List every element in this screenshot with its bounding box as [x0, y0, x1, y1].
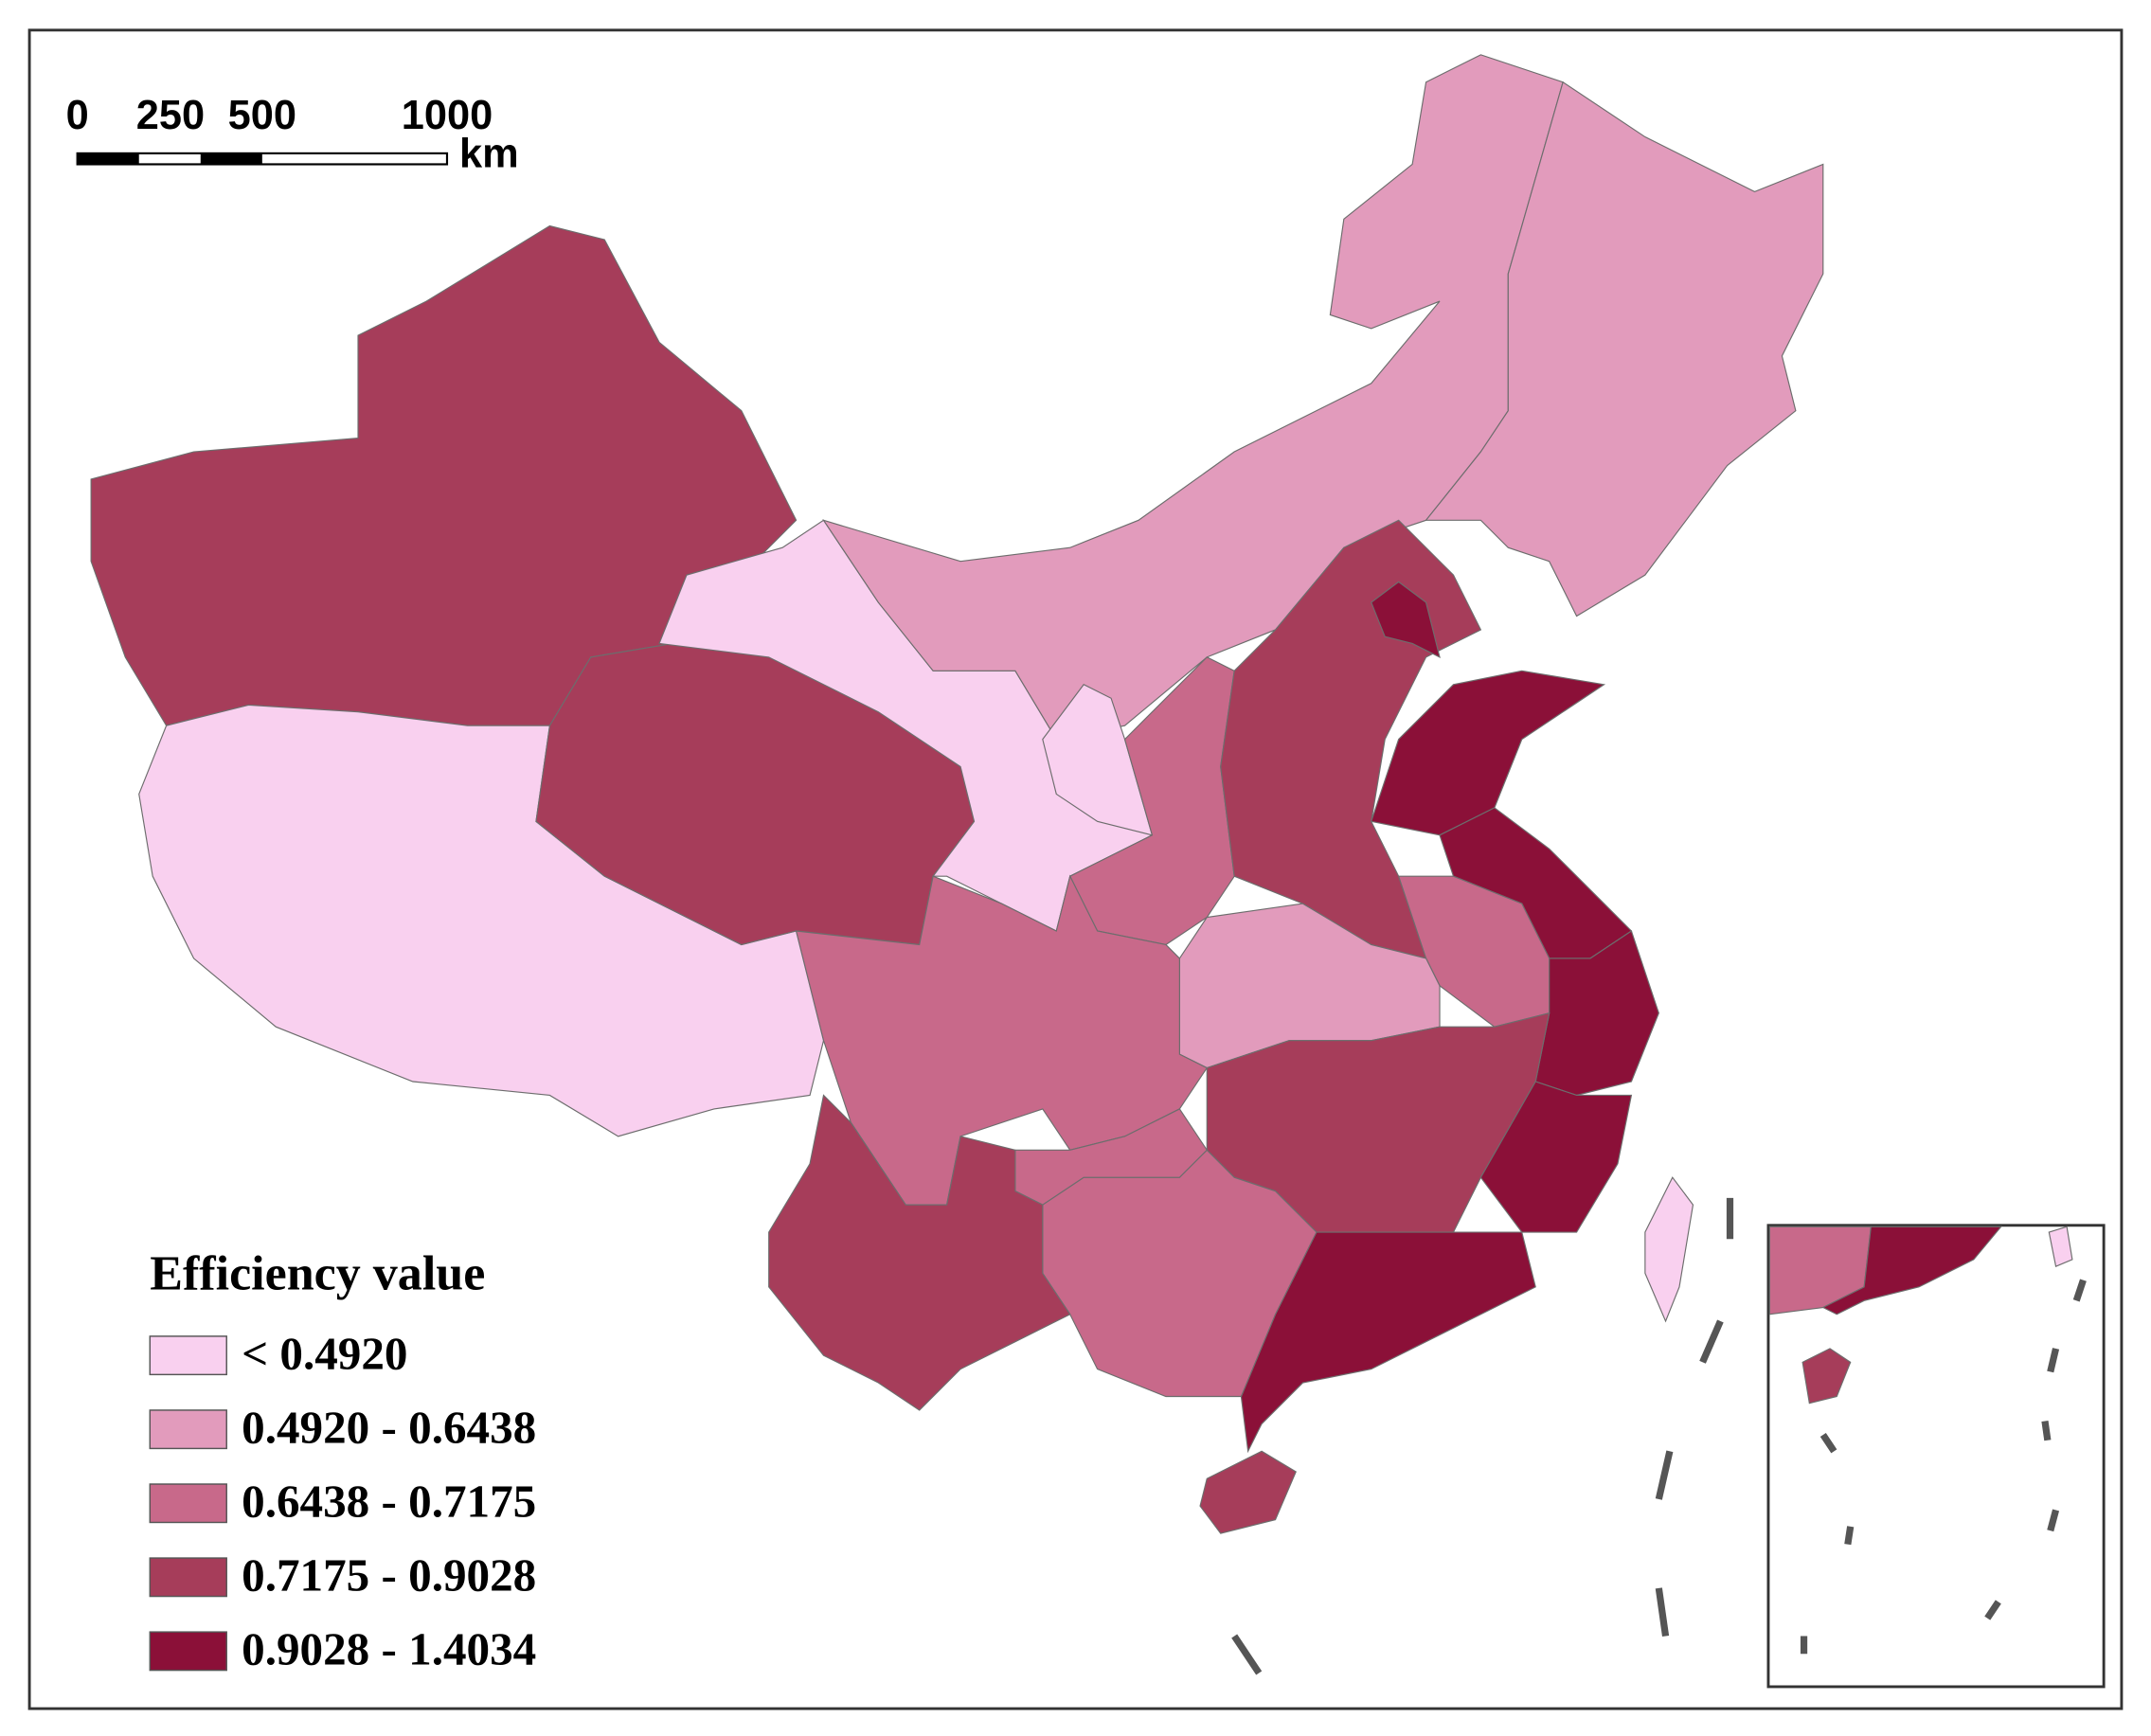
region [768, 1094, 1071, 1411]
legend-swatch [149, 1631, 227, 1672]
scale-unit: km [459, 131, 519, 176]
legend-label: < 0.4920 [242, 1327, 407, 1379]
legend-title: Efficiency value [150, 1247, 485, 1301]
region [1240, 1231, 1536, 1454]
legend-swatch [149, 1557, 227, 1598]
scale-label: 500 [228, 93, 296, 138]
scale-bar-segment [77, 152, 139, 165]
region [1425, 81, 1824, 617]
legend-label: 0.7175 - 0.9028 [242, 1548, 536, 1601]
legend-label: 0.6438 - 0.7175 [242, 1475, 536, 1527]
legend-label: 0.4920 - 0.6438 [242, 1401, 536, 1453]
scale-label: 250 [136, 93, 205, 138]
legend-swatch [149, 1483, 227, 1524]
legend-swatch [149, 1335, 227, 1376]
region [1199, 1450, 1297, 1534]
scale-bar-segment [200, 152, 262, 165]
region [1644, 1176, 1694, 1323]
region [1821, 1226, 2002, 1315]
scale-label: 1000 [402, 93, 493, 138]
region [1801, 1348, 1852, 1405]
legend-label: 0.9028 - 1.4034 [242, 1623, 536, 1675]
regions [90, 54, 2106, 1689]
scale-label: 0 [66, 93, 89, 138]
dash-line [1231, 1197, 2087, 1675]
legend-swatch [149, 1409, 227, 1450]
legend: < 0.4920 0.4920 - 0.6438 0.6438 - 0.7175 0.… [149, 1327, 536, 1675]
region [1479, 1081, 1633, 1233]
region [1371, 581, 1441, 658]
scale-bar: 0 250 500 1000 km [66, 93, 519, 176]
region [2048, 1226, 2073, 1267]
